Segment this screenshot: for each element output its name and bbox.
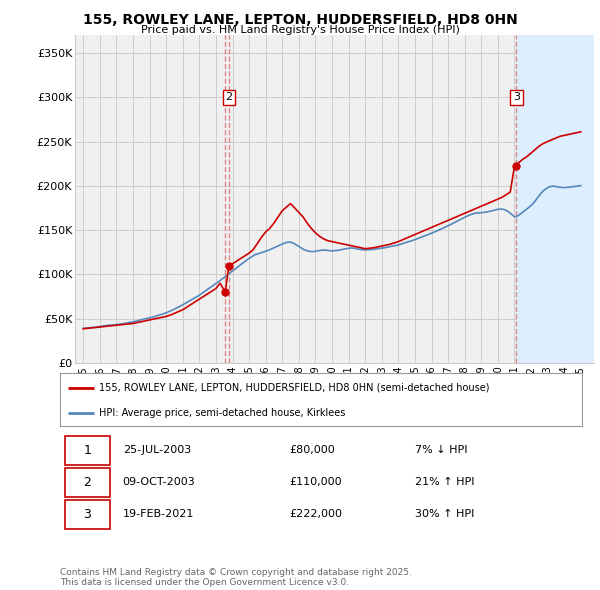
Text: 2: 2: [83, 476, 91, 489]
Text: 155, ROWLEY LANE, LEPTON, HUDDERSFIELD, HD8 0HN (semi-detached house): 155, ROWLEY LANE, LEPTON, HUDDERSFIELD, …: [99, 383, 490, 393]
Text: 2: 2: [226, 93, 232, 102]
Text: 7% ↓ HPI: 7% ↓ HPI: [415, 445, 467, 455]
FancyBboxPatch shape: [65, 435, 110, 465]
Text: 1: 1: [83, 444, 91, 457]
Text: 155, ROWLEY LANE, LEPTON, HUDDERSFIELD, HD8 0HN: 155, ROWLEY LANE, LEPTON, HUDDERSFIELD, …: [83, 13, 517, 27]
Text: Price paid vs. HM Land Registry's House Price Index (HPI): Price paid vs. HM Land Registry's House …: [140, 25, 460, 35]
Text: £110,000: £110,000: [290, 477, 343, 487]
Text: £222,000: £222,000: [290, 509, 343, 519]
Bar: [517, 35, 594, 363]
Text: 30% ↑ HPI: 30% ↑ HPI: [415, 509, 475, 519]
Text: 19-FEB-2021: 19-FEB-2021: [122, 509, 194, 519]
Text: 25-JUL-2003: 25-JUL-2003: [122, 445, 191, 455]
Text: HPI: Average price, semi-detached house, Kirklees: HPI: Average price, semi-detached house,…: [99, 408, 346, 418]
FancyBboxPatch shape: [65, 468, 110, 497]
FancyBboxPatch shape: [65, 500, 110, 529]
Text: £80,000: £80,000: [290, 445, 335, 455]
Text: Contains HM Land Registry data © Crown copyright and database right 2025.
This d: Contains HM Land Registry data © Crown c…: [60, 568, 412, 587]
Text: 09-OCT-2003: 09-OCT-2003: [122, 477, 196, 487]
Text: 21% ↑ HPI: 21% ↑ HPI: [415, 477, 475, 487]
Text: 3: 3: [513, 93, 520, 102]
Text: 3: 3: [83, 508, 91, 521]
